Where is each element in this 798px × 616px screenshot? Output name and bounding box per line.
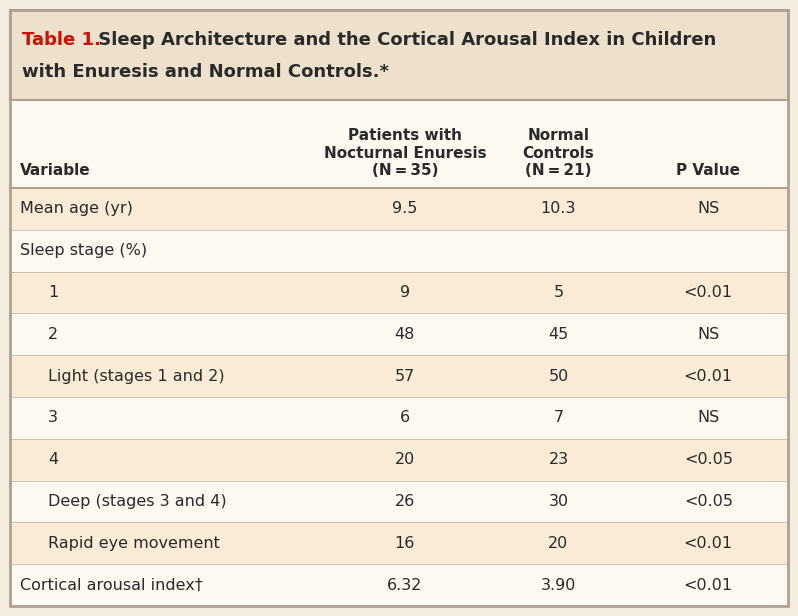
Text: 3.90: 3.90 xyxy=(541,578,576,593)
Bar xyxy=(10,10,788,100)
Text: Normal
Controls
(N = 21): Normal Controls (N = 21) xyxy=(523,128,595,178)
Text: NS: NS xyxy=(697,201,719,216)
Text: Cortical arousal index†: Cortical arousal index† xyxy=(20,578,203,593)
Text: <0.05: <0.05 xyxy=(684,452,733,467)
Text: 30: 30 xyxy=(548,494,568,509)
Text: <0.01: <0.01 xyxy=(684,578,733,593)
Bar xyxy=(10,522,788,564)
Text: NS: NS xyxy=(697,410,719,426)
Text: 20: 20 xyxy=(548,536,569,551)
Text: <0.01: <0.01 xyxy=(684,536,733,551)
Text: Light (stages 1 and 2): Light (stages 1 and 2) xyxy=(48,368,224,384)
Text: 5: 5 xyxy=(554,285,563,300)
Text: 7: 7 xyxy=(554,410,563,426)
Text: 16: 16 xyxy=(395,536,415,551)
Bar xyxy=(10,230,788,272)
Text: <0.05: <0.05 xyxy=(684,494,733,509)
Text: 6: 6 xyxy=(400,410,410,426)
Bar xyxy=(10,439,788,480)
Bar xyxy=(10,314,788,355)
Text: 3: 3 xyxy=(48,410,58,426)
Text: 1: 1 xyxy=(48,285,58,300)
Text: 9: 9 xyxy=(400,285,410,300)
Text: 45: 45 xyxy=(548,327,569,342)
Text: 23: 23 xyxy=(548,452,568,467)
Text: Rapid eye movement: Rapid eye movement xyxy=(48,536,220,551)
Text: Mean age (yr): Mean age (yr) xyxy=(20,201,133,216)
Bar xyxy=(10,188,788,230)
Text: 48: 48 xyxy=(395,327,415,342)
Bar xyxy=(10,272,788,314)
Text: Sleep Architecture and the Cortical Arousal Index in Children: Sleep Architecture and the Cortical Arou… xyxy=(92,31,717,49)
Text: <0.01: <0.01 xyxy=(684,368,733,384)
Text: Table 1.: Table 1. xyxy=(22,31,101,49)
Bar xyxy=(10,100,788,188)
Text: Sleep stage (%): Sleep stage (%) xyxy=(20,243,147,258)
Bar xyxy=(10,355,788,397)
Text: 20: 20 xyxy=(395,452,415,467)
Text: 6.32: 6.32 xyxy=(387,578,422,593)
Text: <0.01: <0.01 xyxy=(684,285,733,300)
Text: with Enuresis and Normal Controls.*: with Enuresis and Normal Controls.* xyxy=(22,63,389,81)
Text: 26: 26 xyxy=(395,494,415,509)
Text: 57: 57 xyxy=(395,368,415,384)
Text: 2: 2 xyxy=(48,327,58,342)
Bar xyxy=(10,564,788,606)
Text: Deep (stages 3 and 4): Deep (stages 3 and 4) xyxy=(48,494,227,509)
Text: Variable: Variable xyxy=(20,163,91,178)
Text: 4: 4 xyxy=(48,452,58,467)
Text: 9.5: 9.5 xyxy=(392,201,417,216)
Bar xyxy=(10,397,788,439)
Text: P Value: P Value xyxy=(676,163,741,178)
Text: Patients with
Nocturnal Enuresis
(N = 35): Patients with Nocturnal Enuresis (N = 35… xyxy=(323,128,486,178)
Text: 10.3: 10.3 xyxy=(541,201,576,216)
Text: 50: 50 xyxy=(548,368,569,384)
Bar xyxy=(10,480,788,522)
Text: NS: NS xyxy=(697,327,719,342)
